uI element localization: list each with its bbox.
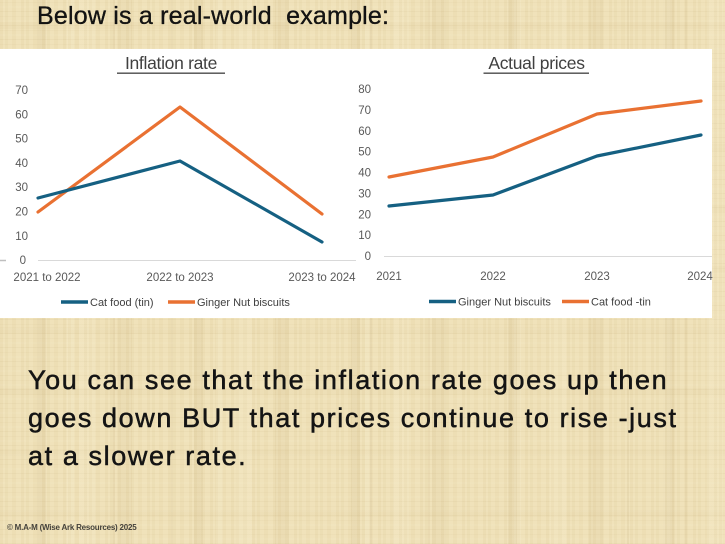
svg-text:Ginger Nut biscuits: Ginger Nut biscuits: [197, 297, 290, 309]
svg-text:2023: 2023: [584, 271, 610, 283]
svg-text:0: 0: [365, 251, 371, 263]
svg-text:40: 40: [358, 168, 371, 180]
svg-text:0: 0: [20, 255, 26, 267]
svg-text:Cat food (tin): Cat food (tin): [90, 297, 154, 309]
svg-text:60: 60: [15, 109, 28, 121]
svg-text:40: 40: [15, 158, 28, 170]
svg-text:30: 30: [358, 188, 371, 200]
svg-text:Cat food -tin: Cat food -tin: [591, 297, 651, 309]
svg-text:2022: 2022: [480, 271, 506, 283]
svg-text:2021 to 2022: 2021 to 2022: [13, 272, 80, 284]
svg-text:2021: 2021: [376, 271, 402, 283]
svg-text:80: 80: [358, 84, 371, 96]
svg-text:60: 60: [358, 126, 371, 138]
svg-text:Ginger Nut biscuits: Ginger Nut biscuits: [458, 297, 551, 309]
svg-text:10: 10: [15, 231, 28, 243]
svg-text:Actual prices: Actual prices: [488, 53, 585, 73]
svg-text:Inflation rate: Inflation rate: [125, 53, 217, 73]
svg-text:2023 to 2024: 2023 to 2024: [288, 272, 356, 284]
svg-text:50: 50: [15, 134, 28, 146]
svg-text:70: 70: [358, 105, 371, 117]
svg-text:70: 70: [15, 85, 28, 97]
svg-text:20: 20: [15, 207, 28, 219]
svg-text:50: 50: [358, 147, 371, 159]
svg-text:20: 20: [358, 209, 371, 221]
svg-text:2024: 2024: [687, 271, 713, 283]
svg-text:30: 30: [15, 182, 28, 194]
svg-text:2022 to 2023: 2022 to 2023: [146, 272, 213, 284]
svg-text:10: 10: [358, 230, 371, 242]
